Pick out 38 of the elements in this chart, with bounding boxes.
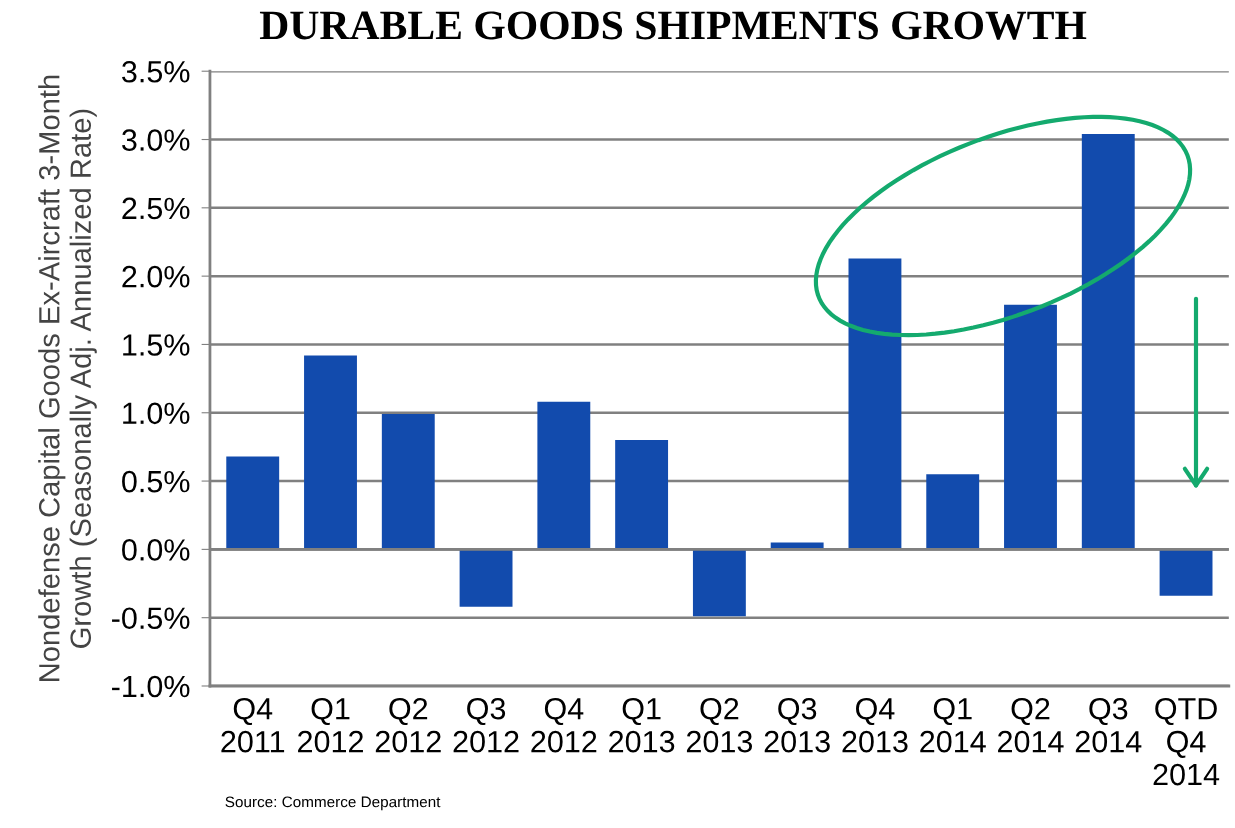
x-tick-label: Q2 2013 — [686, 697, 753, 753]
y-tick-label: 1.5% — [123, 334, 190, 356]
bar — [226, 456, 280, 550]
bar — [537, 401, 591, 550]
x-tick-label: Q1 2012 — [298, 697, 363, 753]
bar — [304, 355, 357, 550]
y-tick-label: 2.0% — [122, 265, 190, 288]
bar — [1004, 304, 1057, 550]
y-tick-label: -1.0% — [112, 675, 190, 698]
x-tick-label: Q3 2014 — [1075, 697, 1142, 753]
bar — [926, 474, 980, 550]
x-tick-label: Q2 2012 — [375, 697, 441, 753]
x-tick-label: Q4 2012 — [531, 697, 597, 753]
x-tick-label: Q4 2013 — [842, 697, 908, 753]
x-tick-label: Q1 2013 — [609, 697, 675, 753]
x-tick-label: Q3 2013 — [764, 697, 830, 753]
y-tick-label: 2.5% — [122, 197, 190, 220]
bar — [459, 549, 513, 607]
y-tick-label: 3.0% — [122, 129, 190, 151]
x-tick-label: Q4 2011 — [221, 697, 285, 753]
bar — [1081, 134, 1135, 550]
bar — [615, 440, 669, 550]
bar — [1159, 549, 1213, 596]
source-note: Source: Commerce Department — [225, 796, 441, 811]
x-tick-label: QTD Q4 2014 — [1153, 697, 1220, 786]
x-tick-label: Q1 2014 — [920, 697, 986, 753]
bar — [848, 258, 902, 550]
bar — [692, 549, 746, 617]
y-axis-title: Nondefense Capital Goods Ex-Aircraft 3-Month Growth (Seasonally Adj. Annualized Rate) — [38, 75, 97, 681]
x-tick-label: Q3 2012 — [453, 697, 519, 753]
y-tick-label: 3.5% — [122, 60, 190, 83]
y-tick-label: 0.0% — [122, 539, 190, 561]
y-tick-label: 0.5% — [122, 470, 190, 493]
bar — [381, 414, 435, 550]
chart-title: DURABLE GOODS SHIPMENTS GROWTH — [259, 11, 1087, 40]
y-tick-label: 1.0% — [123, 402, 190, 425]
y-tick-label: -0.5% — [112, 607, 190, 630]
x-tick-label: Q2 2014 — [998, 697, 1064, 753]
